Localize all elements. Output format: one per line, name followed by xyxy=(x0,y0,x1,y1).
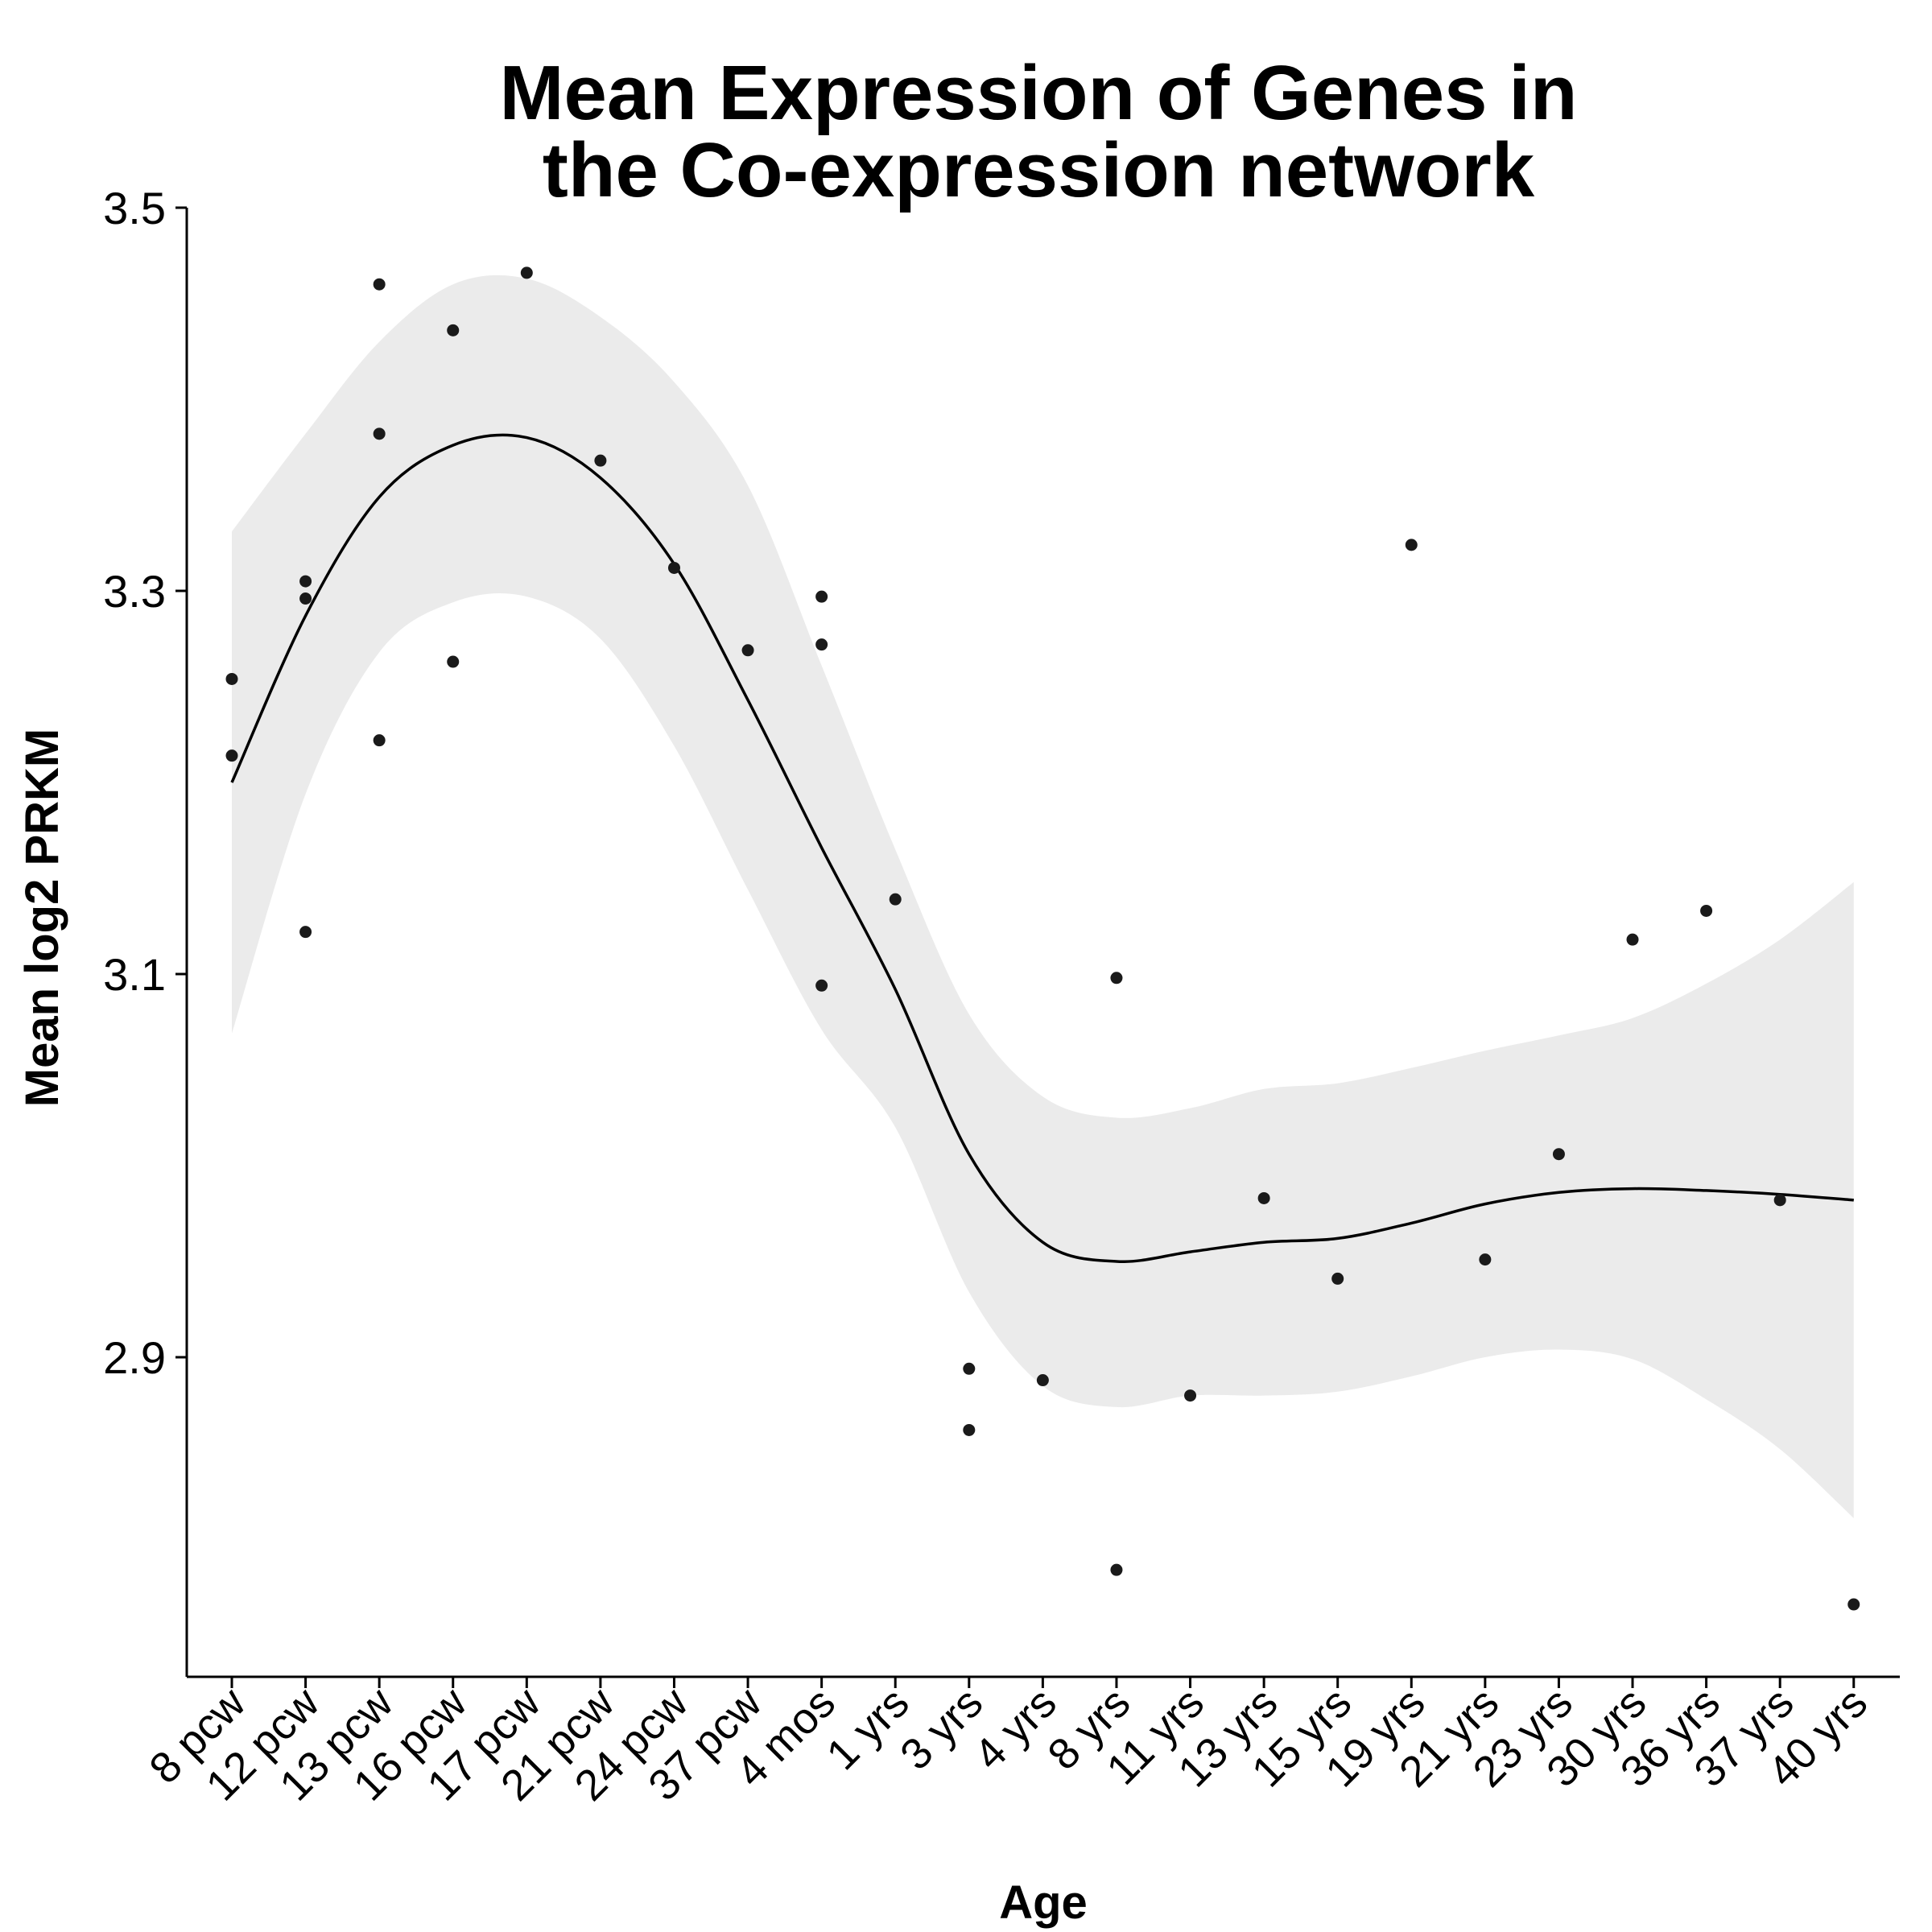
data-point xyxy=(373,278,386,291)
data-point xyxy=(520,266,533,279)
chart-title-line-2: the Co-expression network xyxy=(543,127,1535,213)
x-tick-label: 4 yrs xyxy=(965,1678,1066,1779)
chart-title-line-1: Mean Expression of Genes in xyxy=(499,50,1577,136)
data-points-layer xyxy=(225,266,1860,1611)
x-axis-title: Age xyxy=(999,1876,1088,1929)
data-point xyxy=(1331,1272,1344,1285)
data-point xyxy=(963,1423,976,1436)
y-tick-label: 3.3 xyxy=(103,566,166,617)
y-axis-title: Mean log2 PRKM xyxy=(16,729,68,1108)
data-point xyxy=(963,1362,976,1375)
data-point xyxy=(225,672,238,685)
data-point xyxy=(373,734,386,747)
data-point xyxy=(667,561,680,574)
data-point xyxy=(1257,1191,1270,1204)
data-point xyxy=(1700,904,1713,917)
smooth-line-layer xyxy=(230,433,1854,1264)
data-point xyxy=(1110,972,1123,985)
data-point xyxy=(1626,933,1639,946)
data-point xyxy=(1110,1563,1123,1576)
data-point xyxy=(1847,1598,1860,1611)
data-point xyxy=(889,893,902,906)
data-point xyxy=(594,454,607,467)
data-point xyxy=(299,575,312,588)
data-point xyxy=(1036,1374,1049,1387)
data-point xyxy=(1184,1389,1197,1402)
data-point xyxy=(741,644,754,657)
data-point xyxy=(447,324,460,336)
data-point xyxy=(815,979,828,992)
y-tick-label: 3.1 xyxy=(103,949,166,1000)
confidence-band-layer xyxy=(232,275,1854,1518)
data-point xyxy=(373,427,386,440)
y-tick-label: 2.9 xyxy=(103,1332,166,1383)
data-point xyxy=(815,590,828,603)
data-point xyxy=(447,655,460,668)
data-point xyxy=(225,749,238,762)
data-point xyxy=(1479,1253,1492,1266)
data-point xyxy=(815,638,828,651)
confidence-band xyxy=(232,275,1854,1518)
chart-title: Mean Expression of Genes in the Co-expre… xyxy=(499,50,1577,213)
y-tick-label: 3.5 xyxy=(103,183,166,233)
x-tick-label: 3 yrs xyxy=(891,1678,992,1779)
x-tick-label: 1 yrs xyxy=(818,1678,919,1779)
smooth-fit-line xyxy=(230,433,1854,1264)
data-point xyxy=(1552,1148,1565,1161)
data-point xyxy=(299,592,312,605)
data-point xyxy=(1773,1194,1786,1207)
data-point xyxy=(299,926,312,939)
data-point xyxy=(1405,539,1418,551)
